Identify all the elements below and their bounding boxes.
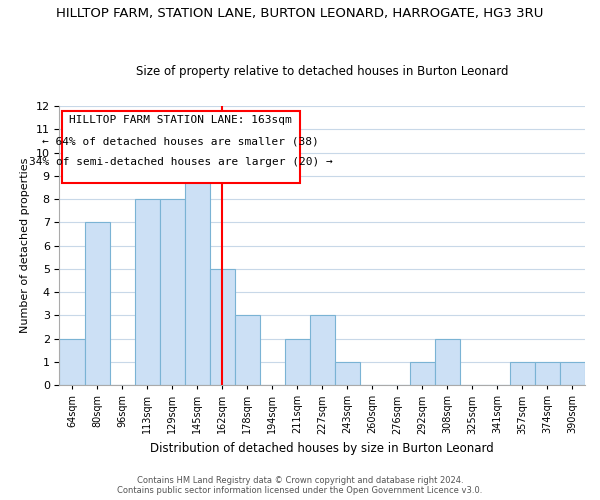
Bar: [335, 362, 360, 385]
Bar: [185, 152, 209, 385]
Bar: [209, 269, 235, 385]
FancyBboxPatch shape: [62, 110, 300, 183]
Bar: [235, 316, 260, 385]
Bar: [435, 338, 460, 385]
X-axis label: Distribution of detached houses by size in Burton Leonard: Distribution of detached houses by size …: [151, 442, 494, 455]
Text: HILLTOP FARM STATION LANE: 163sqm: HILLTOP FARM STATION LANE: 163sqm: [70, 116, 292, 126]
Bar: [560, 362, 585, 385]
Y-axis label: Number of detached properties: Number of detached properties: [20, 158, 30, 334]
Title: Size of property relative to detached houses in Burton Leonard: Size of property relative to detached ho…: [136, 66, 508, 78]
Text: ← 64% of detached houses are smaller (38): ← 64% of detached houses are smaller (38…: [43, 136, 319, 146]
Text: 34% of semi-detached houses are larger (20) →: 34% of semi-detached houses are larger (…: [29, 157, 333, 167]
Text: Contains HM Land Registry data © Crown copyright and database right 2024.
Contai: Contains HM Land Registry data © Crown c…: [118, 476, 482, 495]
Bar: [510, 362, 535, 385]
Text: HILLTOP FARM, STATION LANE, BURTON LEONARD, HARROGATE, HG3 3RU: HILLTOP FARM, STATION LANE, BURTON LEONA…: [56, 8, 544, 20]
Bar: [160, 199, 185, 385]
Bar: [59, 338, 85, 385]
Bar: [285, 338, 310, 385]
Bar: [310, 316, 335, 385]
Bar: [85, 222, 110, 385]
Bar: [535, 362, 560, 385]
Bar: [410, 362, 435, 385]
Bar: [134, 199, 160, 385]
